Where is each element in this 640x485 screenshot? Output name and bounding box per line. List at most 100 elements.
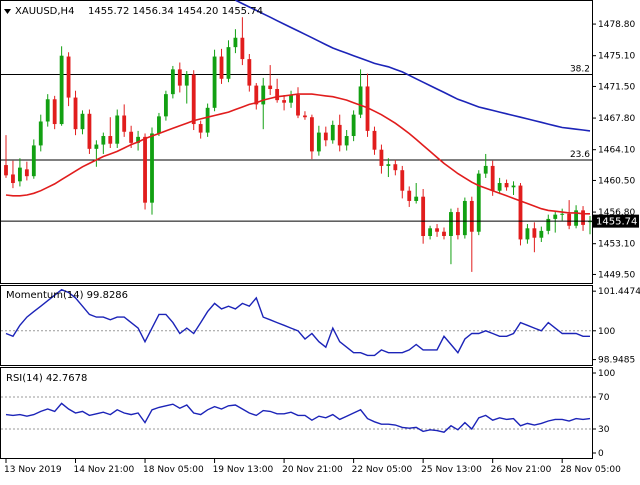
candle-body — [337, 124, 342, 146]
candle-body — [254, 85, 259, 105]
candle-body — [24, 169, 29, 177]
time-tick-label: 19 Nov 13:00 — [213, 465, 274, 475]
candle-body — [17, 167, 22, 182]
candle-body — [560, 213, 565, 215]
time-tick-label: 20 Nov 21:00 — [282, 465, 343, 475]
rsi-y-axis: 100 70 30 0 — [592, 369, 615, 459]
slow-ma-path — [235, 0, 591, 132]
candle-body — [407, 190, 412, 201]
candle-body — [150, 133, 154, 203]
rsi-y-tick-label: 100 — [598, 369, 615, 379]
momentum-y-axis: 101.4474 100 98.9485 — [592, 287, 640, 366]
candle-body — [261, 85, 266, 105]
candle-body — [66, 56, 71, 98]
candle-body — [45, 99, 50, 122]
candle-body — [247, 59, 252, 86]
price-panel-frame — [0, 0, 593, 284]
candle-body — [52, 99, 57, 125]
candle-body — [226, 47, 231, 79]
candle-body — [539, 230, 544, 238]
candle-body — [421, 196, 426, 236]
candle-body — [289, 95, 293, 103]
time-tick-label: 13 Nov 2019 — [4, 465, 62, 475]
candle-body — [379, 149, 384, 166]
time-tick-label: 22 Nov 05:00 — [352, 465, 413, 475]
price-y-tick-label: 1449.50 — [598, 270, 635, 280]
price-y-tick-label: 1460.50 — [598, 176, 635, 186]
candle-body — [372, 130, 377, 150]
candle-body — [108, 136, 113, 144]
candle-body — [4, 165, 8, 176]
rsi-y-tick-label: 70 — [598, 393, 610, 403]
candle-body — [574, 210, 579, 226]
candle-body — [94, 144, 99, 149]
momentum-y-tick-label: 100 — [598, 327, 615, 337]
candle-body — [31, 145, 36, 177]
candle-body — [490, 165, 495, 191]
price-panel-title: XAUUSD,H4 — [15, 6, 74, 17]
candle-body — [455, 212, 460, 236]
candle-body — [386, 164, 391, 166]
price-y-tick-label: 1467.80 — [598, 114, 635, 124]
candle-body — [553, 214, 558, 219]
candle-body — [497, 183, 502, 191]
candle-body — [330, 124, 335, 141]
candle-body — [282, 100, 287, 103]
price-y-tick-label: 1464.10 — [598, 146, 635, 156]
candle-body — [136, 136, 141, 143]
price-y-tick-label: 1453.10 — [598, 240, 635, 250]
candle-body — [296, 95, 300, 116]
candle-body — [462, 200, 467, 236]
momentum-panel-title: Momentum(14) 99.8286 — [6, 290, 128, 301]
rsi-path — [5, 402, 591, 433]
time-tick-label: 18 Nov 05:00 — [143, 465, 204, 475]
candle-body — [163, 94, 168, 117]
candle-body — [233, 37, 238, 48]
candle-body — [476, 173, 481, 232]
candle-body — [358, 86, 363, 115]
price-y-axis: 1478.80 1475.10 1471.50 1467.80 1464.10 1460.… — [592, 20, 635, 280]
candle-body — [87, 113, 92, 149]
price-ohlc-label: 1455.72 1456.34 1454.20 1455.74 — [88, 6, 263, 17]
candle-body — [525, 228, 530, 240]
rsi-line — [5, 402, 591, 433]
candle-body — [435, 228, 439, 232]
rsi-panel-frame — [0, 367, 593, 459]
candle-body — [101, 136, 106, 145]
candle-body — [504, 183, 509, 188]
price-y-tick-label: 1475.10 — [598, 52, 635, 62]
momentum-y-tick-label: 101.4474 — [598, 287, 640, 297]
candle-body — [80, 113, 85, 130]
candle-body — [309, 117, 314, 152]
rsi-y-tick-label: 30 — [598, 425, 610, 435]
rsi-y-tick-label: 0 — [598, 449, 604, 459]
title-marker-icon — [4, 9, 11, 14]
candle-body — [73, 97, 78, 130]
candle-body — [518, 185, 523, 240]
slow-moving-average — [235, 0, 591, 132]
fast-ma-path — [5, 93, 590, 215]
candle-body — [143, 136, 147, 203]
candle-body — [205, 107, 210, 133]
candle-body — [59, 55, 64, 125]
candle-body — [567, 213, 572, 226]
price-y-tick-label: 1471.50 — [598, 82, 635, 92]
time-tick-label: 28 Nov 05:00 — [560, 465, 621, 475]
candle-body — [511, 185, 516, 188]
candle-body — [198, 124, 203, 133]
fib-level-label: 23.6 — [570, 150, 590, 160]
candle-body — [212, 56, 217, 108]
candle-body — [469, 200, 474, 232]
fib-level-label: 38.2 — [570, 64, 590, 74]
candle-body — [115, 115, 120, 144]
candle-body — [483, 165, 488, 174]
candle-body — [275, 89, 280, 101]
rsi-panel-title: RSI(14) 42.7678 — [6, 373, 87, 384]
candle-body — [400, 170, 405, 191]
momentum-y-tick-label: 98.9485 — [598, 356, 635, 366]
momentum-line — [5, 288, 590, 357]
candle-body — [191, 74, 196, 125]
candle-body — [532, 228, 537, 238]
